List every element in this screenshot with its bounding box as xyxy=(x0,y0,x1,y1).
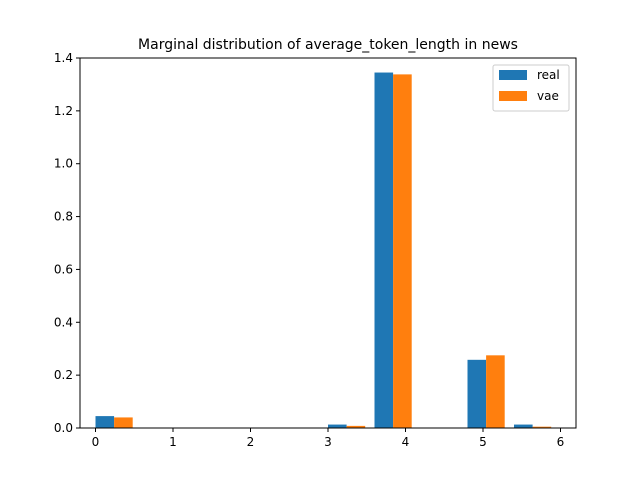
bar-vae-0 xyxy=(114,417,133,428)
bar-vae-6 xyxy=(393,74,412,428)
bar-vae-8 xyxy=(486,355,505,428)
bar-vae-9 xyxy=(532,426,552,428)
legend-swatch-vae xyxy=(499,91,527,101)
x-tick-label: 0 xyxy=(92,435,100,449)
bar-real-9 xyxy=(514,424,533,428)
chart-title: Marginal distribution of average_token_l… xyxy=(138,37,518,53)
y-tick-label: 0.0 xyxy=(54,421,73,435)
bars-layer xyxy=(95,72,552,429)
y-tick-label: 0.6 xyxy=(54,262,73,276)
legend-swatch-real xyxy=(499,70,527,80)
x-tick-label: 4 xyxy=(402,435,410,449)
x-tick-label: 3 xyxy=(324,435,332,449)
y-tick-label: 1.4 xyxy=(54,51,73,65)
y-tick-label: 0.4 xyxy=(54,315,73,329)
bar-real-5 xyxy=(328,424,347,428)
x-tick-label: 2 xyxy=(247,435,255,449)
bar-real-6 xyxy=(374,72,394,429)
y-tick-label: 1.2 xyxy=(54,104,73,118)
bar-real-0 xyxy=(95,416,115,428)
bar-vae-5 xyxy=(346,425,366,428)
x-tick-label: 1 xyxy=(169,435,177,449)
bar-real-8 xyxy=(467,359,487,428)
legend: real vae xyxy=(492,64,570,112)
y-tick-label: 1.0 xyxy=(54,157,73,171)
legend-label-vae: vae xyxy=(537,89,559,103)
y-tick-label: 0.8 xyxy=(54,210,73,224)
x-axis: 0 1 2 3 4 5 6 xyxy=(92,428,565,449)
x-tick-label: 5 xyxy=(479,435,487,449)
y-tick-label: 0.2 xyxy=(54,368,73,382)
x-tick-label: 6 xyxy=(557,435,565,449)
y-axis: 0.0 0.2 0.4 0.6 0.8 1.0 1.2 1.4 xyxy=(54,51,80,435)
legend-label-real: real xyxy=(537,68,560,82)
